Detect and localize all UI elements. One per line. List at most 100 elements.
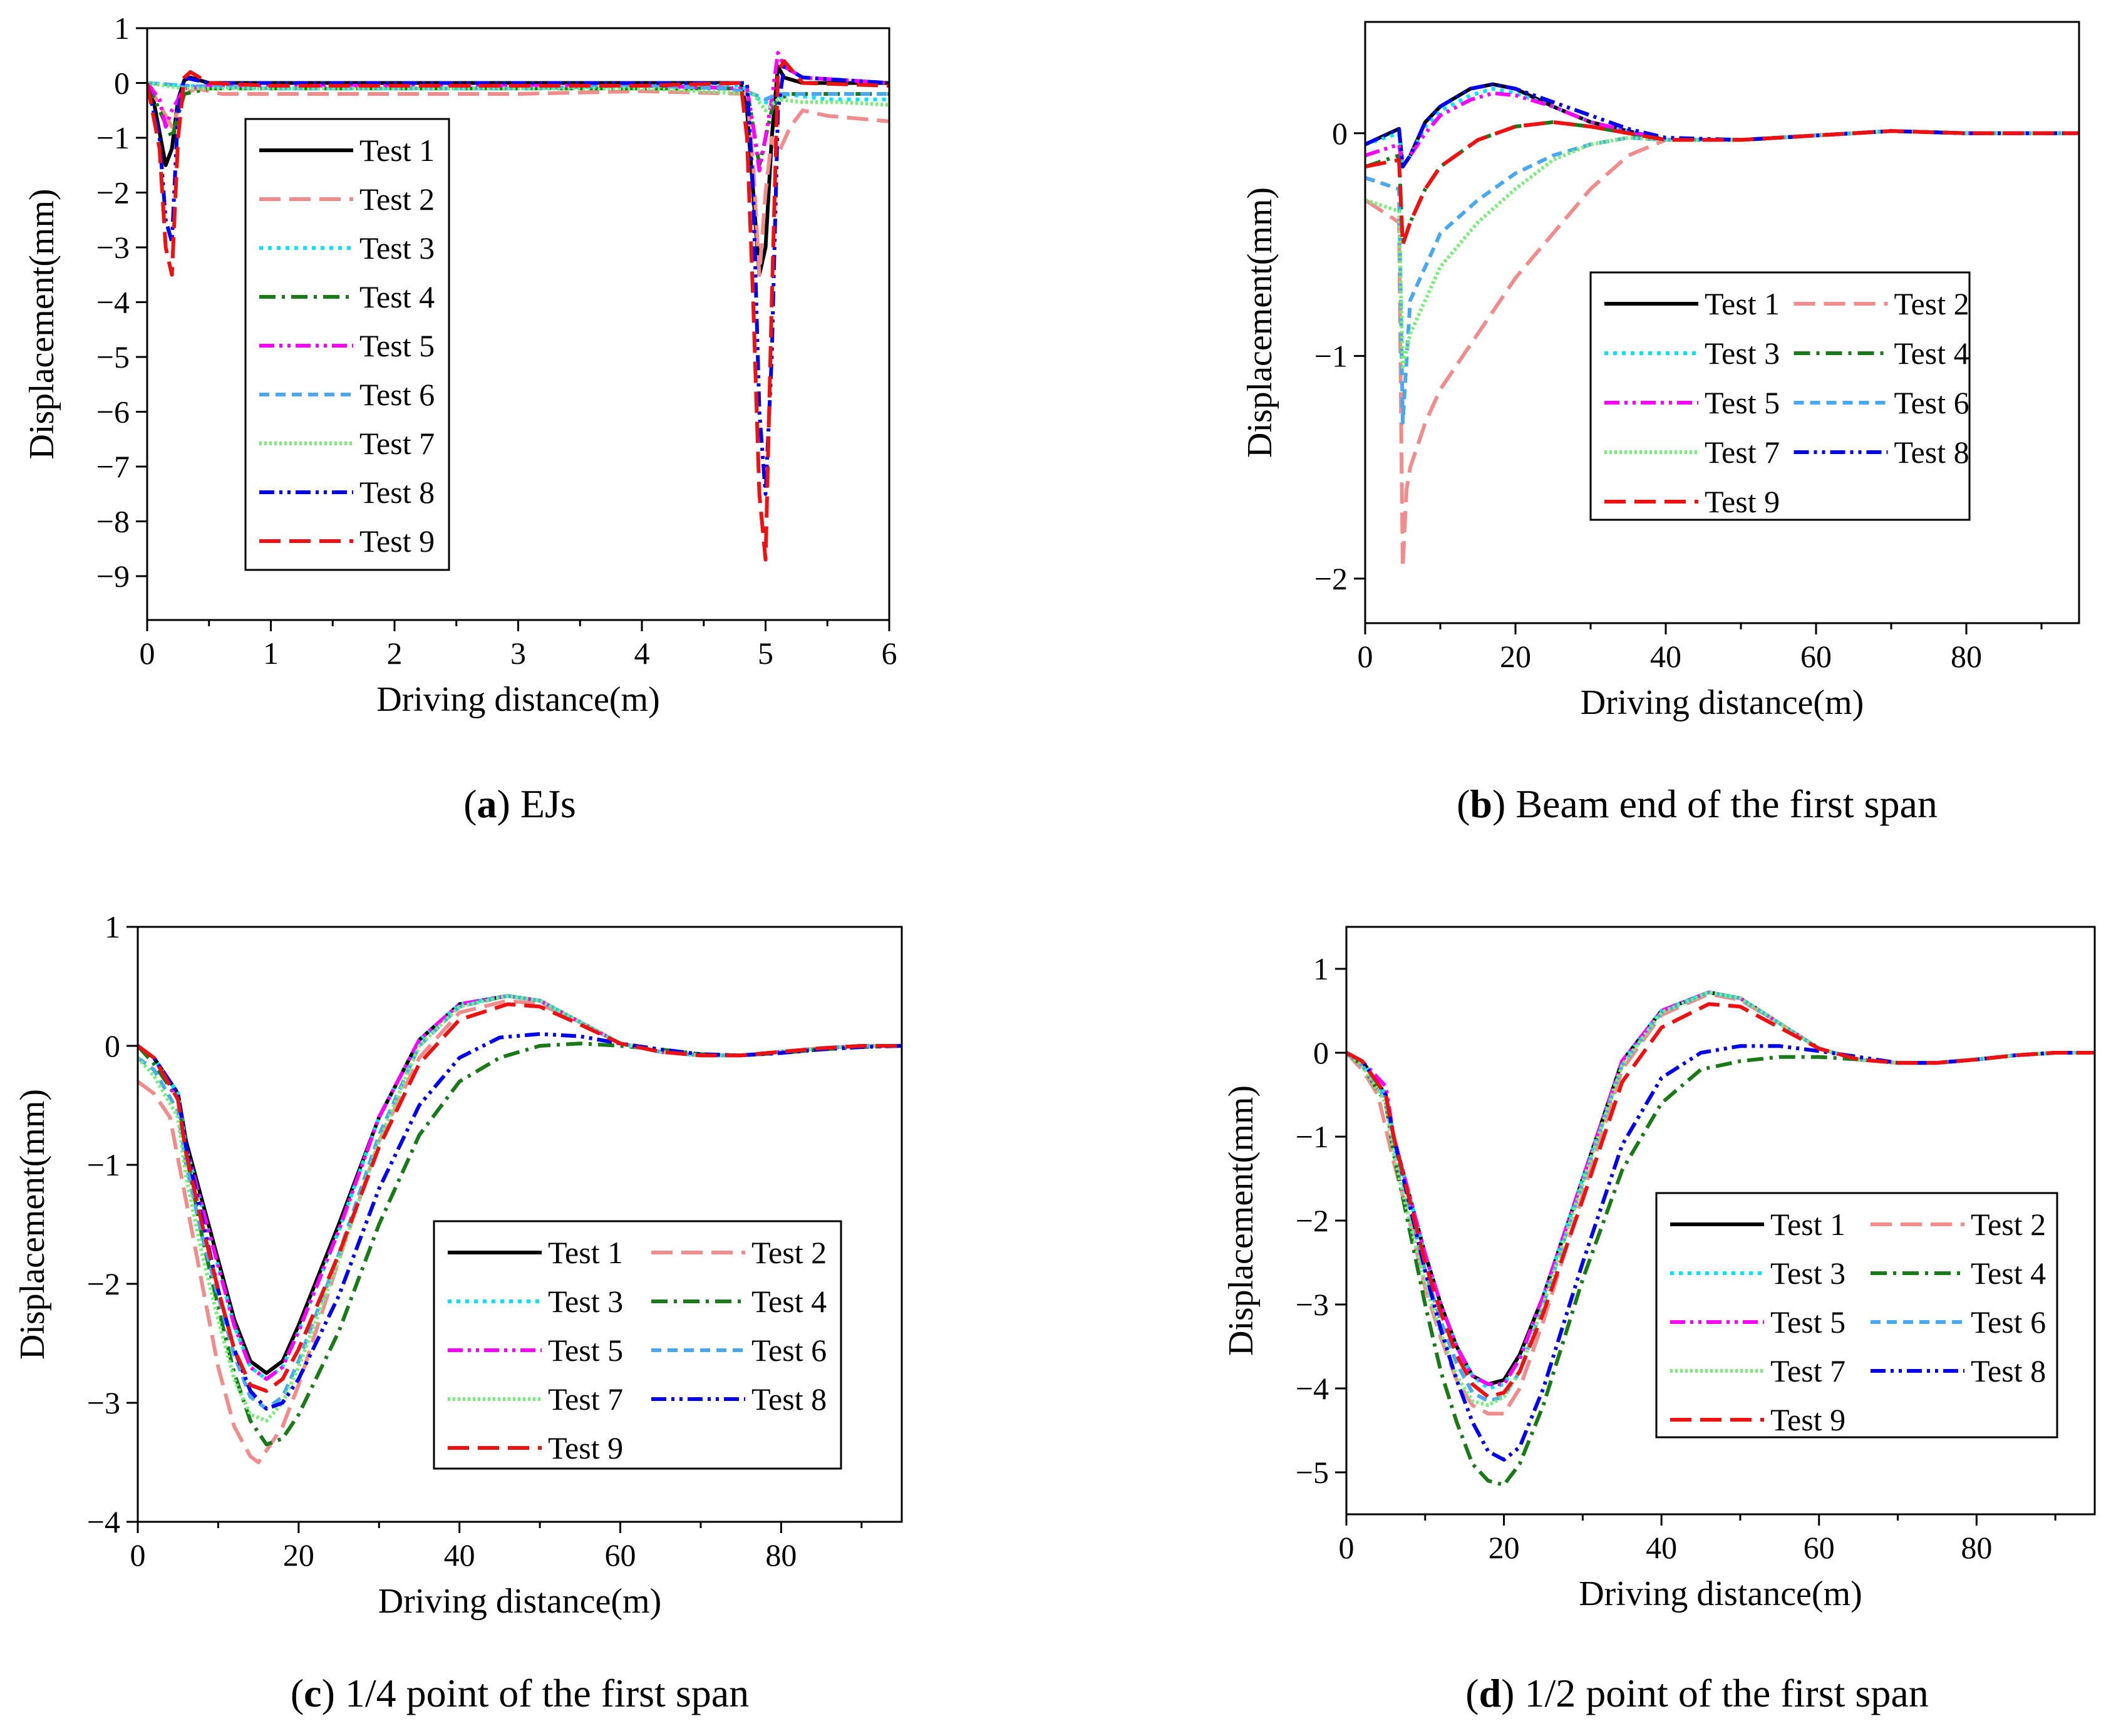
x-tick-label-b-2: 40 — [1650, 639, 1681, 674]
x-axis-title-b: Driving distance(m) — [1581, 683, 1864, 722]
legend-label-d-6: Test 6 — [1971, 1305, 2046, 1340]
caption-b-letter: b — [1470, 782, 1492, 826]
legend-label-c-8: Test 8 — [751, 1382, 827, 1417]
legend-a: Test 1 Test 2 Test 3 Test 4 Test 5 Test 6 Test… — [244, 118, 450, 571]
caption-d: (d) 1/2 point of the first span — [1465, 1671, 1928, 1715]
x-axis-title-d: Driving distance(m) — [1579, 1574, 1862, 1613]
x-tick-label-b-4: 80 — [1951, 639, 1982, 674]
x-tick-label-b-0: 0 — [1358, 639, 1373, 674]
x-tick-label-c-2: 40 — [444, 1537, 475, 1573]
series-line-c-7 — [138, 994, 902, 1423]
legend-label-a-8: Test 8 — [359, 475, 435, 510]
legend-label-c-7: Test 7 — [548, 1382, 623, 1417]
y-tick-label-c-0: 1 — [105, 909, 120, 944]
legend-label-a-1: Test 1 — [359, 133, 435, 168]
legend-label-c-2: Test 2 — [751, 1235, 827, 1270]
panel-b: 0 20 40 60 80 0 −1 −2 Driving distance(m) Displac… — [1241, 21, 2080, 722]
x-axis-title-a: Driving distance(m) — [376, 680, 660, 719]
x-tick-label-a-4: 4 — [634, 636, 650, 671]
x-tick-label-d-2: 40 — [1646, 1530, 1677, 1565]
legend-label-d-8: Test 8 — [1971, 1353, 2046, 1388]
legend-label-b-6: Test 6 — [1894, 385, 1969, 420]
caption-d-text: 1/2 point of the first span — [1524, 1671, 1928, 1715]
plot-area-c — [138, 994, 902, 1464]
x-tick-label-b-3: 60 — [1800, 639, 1832, 674]
plot-area-b — [1365, 82, 2079, 570]
legend-label-b-3: Test 3 — [1705, 336, 1780, 371]
x-tick-label-a-5: 5 — [758, 636, 773, 671]
legend-label-a-4: Test 4 — [359, 279, 435, 314]
legend-label-c-1: Test 1 — [548, 1235, 623, 1270]
legend-label-c-3: Test 3 — [548, 1284, 623, 1319]
series-line-d-9 — [1346, 1002, 2095, 1399]
y-tick-label-d-1: 0 — [1313, 1035, 1329, 1070]
y-tick-label-c-5: −4 — [87, 1504, 120, 1539]
y-tick-label-a-6: −5 — [96, 339, 130, 375]
series-line-b-5 — [1365, 91, 2079, 169]
caption-a-text: EJs — [520, 782, 576, 826]
y-tick-label-d-5: −4 — [1296, 1371, 1329, 1406]
axes-frame-c — [137, 926, 903, 1523]
y-tick-label-a-5: −4 — [96, 285, 130, 320]
y-axis-title-d: Displacement(mm) — [1222, 1085, 1261, 1356]
x-tick-label-a-0: 0 — [140, 636, 155, 671]
x-tick-label-d-1: 20 — [1489, 1530, 1520, 1565]
y-tick-label-a-8: −7 — [96, 449, 130, 484]
legend-label-b-2: Test 2 — [1894, 286, 1969, 321]
y-axis-title-b: Displacement(mm) — [1241, 187, 1279, 458]
legend-label-b-7: Test 7 — [1705, 435, 1780, 470]
x-tick-label-b-1: 20 — [1500, 639, 1531, 674]
legend-label-d-3: Test 3 — [1770, 1256, 1845, 1291]
series-line-a-2 — [147, 82, 889, 277]
y-tick-label-d-6: −5 — [1296, 1455, 1329, 1490]
legend-label-b-1: Test 1 — [1705, 286, 1780, 321]
x-tick-label-a-1: 1 — [263, 636, 279, 671]
legend-label-c-4: Test 4 — [751, 1284, 827, 1319]
y-tick-label-a-4: −3 — [96, 230, 130, 265]
legend-label-a-5: Test 5 — [359, 328, 435, 363]
y-tick-label-a-9: −8 — [96, 504, 130, 539]
caption-a: (a) EJs — [463, 782, 576, 826]
y-tick-label-d-2: −1 — [1296, 1119, 1329, 1154]
y-tick-label-a-3: −2 — [96, 175, 130, 210]
legend-label-d-5: Test 5 — [1770, 1305, 1845, 1340]
legend-label-b-9: Test 9 — [1705, 484, 1780, 519]
legend-box-c — [433, 1220, 842, 1470]
legend-b: Test 1 Test 2 Test 3 Test 4 Test 5 Test 6 Test… — [1589, 271, 1971, 521]
x-tick-label-a-6: 6 — [882, 636, 897, 671]
legend-label-b-4: Test 4 — [1894, 336, 1969, 371]
x-tick-label-c-1: 20 — [283, 1537, 314, 1573]
legend-c: Test 1 Test 2 Test 3 Test 4 Test 5 Test 6 Test… — [433, 1220, 842, 1470]
y-tick-label-c-2: −1 — [87, 1147, 120, 1182]
legend-label-c-5: Test 5 — [548, 1333, 623, 1368]
x-tick-label-c-0: 0 — [130, 1537, 146, 1573]
series-line-c-9 — [138, 1002, 902, 1393]
legend-label-d-1: Test 1 — [1770, 1207, 1845, 1242]
legend-label-d-4: Test 4 — [1971, 1256, 2046, 1291]
caption-b: (b) Beam end of the first span — [1457, 782, 1938, 826]
legend-label-d-2: Test 2 — [1971, 1207, 2046, 1242]
x-tick-label-d-0: 0 — [1339, 1530, 1355, 1565]
legend-box-b — [1589, 271, 1971, 521]
series-line-b-6 — [1365, 129, 2079, 425]
legend-label-a-9: Test 9 — [359, 524, 435, 559]
x-tick-label-a-3: 3 — [510, 636, 526, 671]
caption-d-letter: d — [1479, 1671, 1502, 1715]
y-tick-label-a-10: −9 — [96, 559, 130, 594]
caption-b-text: Beam end of the first span — [1515, 782, 1938, 826]
caption-c-text: 1/4 point of the first span — [345, 1671, 749, 1715]
series-line-b-9 — [1365, 120, 2079, 247]
y-tick-label-b-2: −2 — [1314, 561, 1348, 596]
y-tick-label-c-3: −2 — [87, 1266, 120, 1301]
panel-a: 0 1 2 3 4 5 6 1 0 −1 −2 −3 −4 −5 −6 −7 −8 −9 Driving dista… — [23, 11, 897, 719]
legend-label-b-8: Test 8 — [1894, 435, 1969, 470]
panel-c: 0 20 40 60 80 1 0 −1 −2 −3 −4 Driving distance(m) Di… — [13, 909, 903, 1621]
y-axis-title-a: Displacement(mm) — [23, 189, 61, 459]
y-tick-label-c-4: −3 — [87, 1385, 120, 1420]
caption-a-letter: a — [477, 782, 497, 826]
y-tick-label-a-1: 0 — [114, 66, 130, 101]
legend-label-a-6: Test 6 — [359, 377, 435, 412]
panel-d: 0 20 40 60 80 1 0 −1 −2 −3 −4 −5 Driving distance(m)… — [1222, 926, 2096, 1613]
plot-area-a — [147, 51, 889, 562]
y-tick-label-b-0: 0 — [1332, 116, 1348, 151]
